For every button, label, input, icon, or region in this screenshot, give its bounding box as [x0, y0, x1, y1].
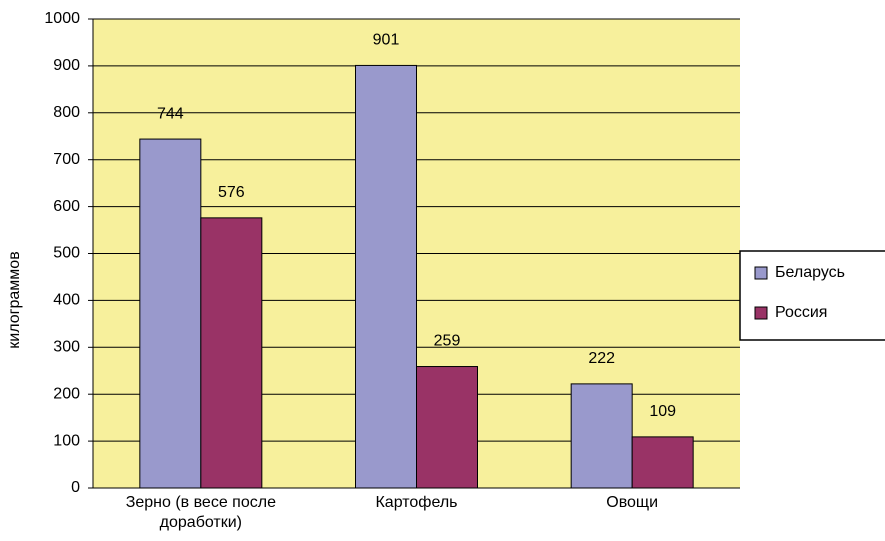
y-tick-label: 1000: [44, 10, 80, 27]
y-tick-label: 500: [53, 245, 80, 262]
bar: [631, 436, 694, 489]
legend-box: [739, 250, 885, 341]
data-label: 901: [373, 32, 400, 49]
x-tick-label: Картофель: [375, 494, 458, 511]
x-tick-label: Овощи: [606, 494, 659, 511]
y-tick-label: 200: [53, 385, 80, 402]
bar: [139, 138, 202, 489]
legend-swatch: [754, 266, 768, 280]
y-tick-label: 600: [53, 198, 80, 215]
data-label: 576: [218, 184, 245, 201]
bar: [200, 217, 263, 489]
data-label: 109: [649, 403, 676, 420]
bar: [416, 366, 478, 489]
data-label: 222: [588, 350, 615, 367]
legend-label: Беларусь: [775, 264, 845, 281]
y-tick-label: 800: [53, 104, 80, 121]
y-tick-label: 700: [53, 151, 80, 168]
bar: [570, 383, 633, 489]
y-tick-label: 900: [53, 57, 80, 74]
y-tick-label: 0: [71, 479, 80, 496]
y-tick-label: 100: [53, 432, 80, 449]
x-tick-label: Зерно (в весе после доработки): [125, 494, 276, 531]
y-tick-label: 300: [53, 339, 80, 356]
legend-swatch: [754, 306, 768, 320]
y-axis-label: килограммов: [6, 251, 23, 348]
y-tick-label: 400: [53, 292, 80, 309]
bar: [355, 64, 417, 489]
data-label: 259: [434, 333, 461, 350]
legend-label: Россия: [775, 304, 827, 321]
data-label: 744: [157, 105, 184, 122]
